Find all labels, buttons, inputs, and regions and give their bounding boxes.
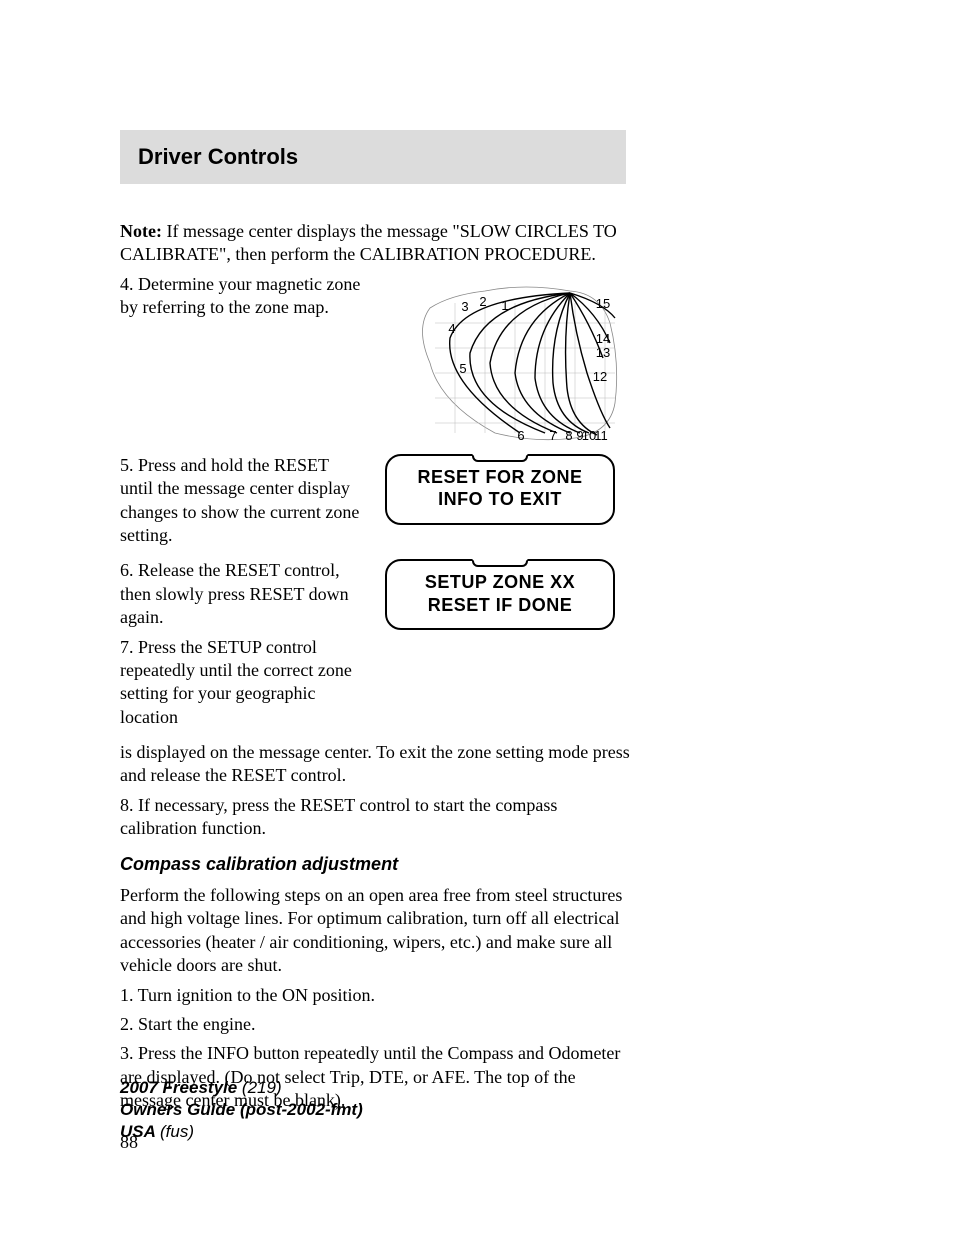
message-center-display-2: SETUP ZONE XX RESET IF DONE: [385, 559, 615, 630]
step-6: 6. Release the RESET control, then slowl…: [120, 559, 362, 629]
svg-text:5: 5: [459, 361, 466, 376]
svg-text:2: 2: [479, 294, 486, 309]
zone-map-svg: 123456789101112131415: [375, 273, 625, 448]
svg-text:11: 11: [594, 428, 608, 443]
footer-region-code: (fus): [160, 1122, 194, 1141]
footer-line-1: 2007 Freestyle (219): [120, 1077, 363, 1099]
note-text: If message center displays the message "…: [120, 221, 617, 264]
step-7a: 7. Press the SETUP control repeatedly un…: [120, 636, 362, 730]
step-7b: is displayed on the message center. To e…: [120, 741, 630, 788]
footer-code: (219): [242, 1078, 282, 1097]
display2-line1: SETUP ZONE XX: [395, 571, 605, 594]
message-center-display-1: RESET FOR ZONE INFO TO EXIT: [385, 454, 615, 525]
svg-text:3: 3: [461, 299, 468, 314]
step-8: 8. If necessary, press the RESET control…: [120, 794, 630, 841]
svg-text:4: 4: [448, 321, 455, 336]
footer-model: 2007 Freestyle: [120, 1078, 242, 1097]
note-paragraph: Note: If message center displays the mes…: [120, 220, 630, 267]
footer-line-2: Owners Guide (post-2002-fmt): [120, 1099, 363, 1121]
svg-text:1: 1: [501, 298, 508, 313]
svg-text:15: 15: [596, 296, 610, 311]
calibration-step-1: 1. Turn ignition to the ON position.: [120, 984, 630, 1007]
calibration-step-2: 2. Start the engine.: [120, 1013, 630, 1036]
svg-text:12: 12: [593, 369, 607, 384]
step-4: 4. Determine your magnetic zone by refer…: [120, 273, 362, 320]
footer: 2007 Freestyle (219) Owners Guide (post-…: [120, 1077, 363, 1143]
step-5: 5. Press and hold the RESET until the me…: [120, 454, 362, 548]
note-label: Note:: [120, 221, 162, 241]
display-tab: [472, 454, 528, 462]
zone-map-figure: 123456789101112131415: [375, 273, 625, 448]
svg-text:7: 7: [549, 428, 556, 443]
svg-text:13: 13: [596, 345, 610, 360]
display1-line2: INFO TO EXIT: [395, 488, 605, 511]
display2-line2: RESET IF DONE: [395, 594, 605, 617]
calibration-intro: Perform the following steps on an open a…: [120, 884, 630, 978]
footer-line-3: USA (fus): [120, 1121, 363, 1143]
display1-line1: RESET FOR ZONE: [395, 466, 605, 489]
compass-calibration-heading: Compass calibration adjustment: [120, 853, 630, 876]
footer-region: USA: [120, 1122, 160, 1141]
section-title: Driver Controls: [138, 144, 298, 169]
svg-text:6: 6: [517, 428, 524, 443]
svg-text:14: 14: [596, 331, 610, 346]
section-header: Driver Controls: [120, 130, 626, 184]
svg-text:8: 8: [565, 428, 572, 443]
display-tab: [472, 559, 528, 567]
